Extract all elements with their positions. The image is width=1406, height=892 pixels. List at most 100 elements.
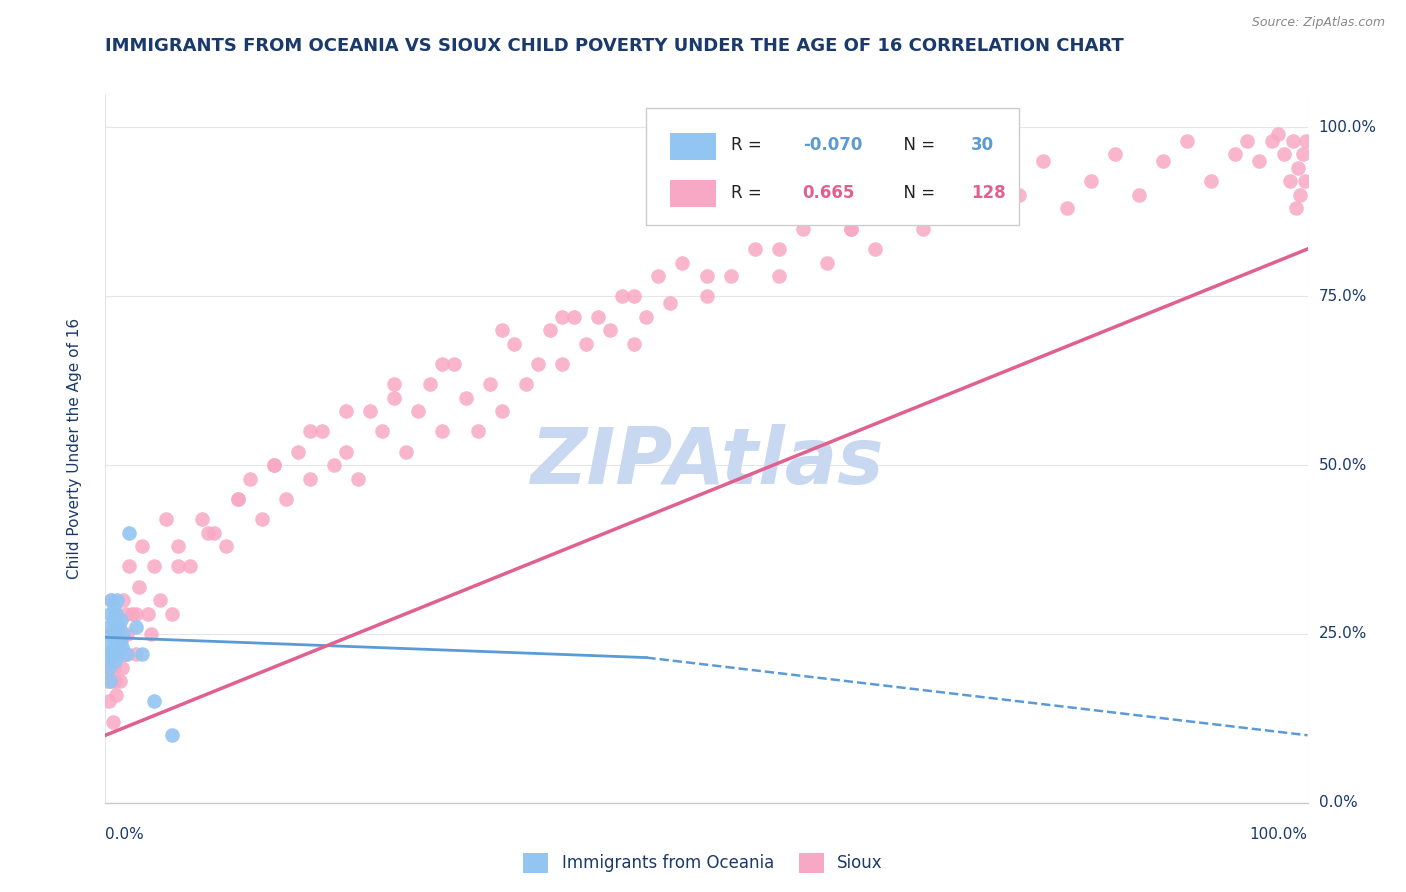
Point (551, 357, 574, 371)
Point (1295, 134, 1317, 148)
Point (160, 728, 183, 742)
Point (160, 607, 183, 621)
Point (107, 647, 129, 661)
Point (960, 202, 983, 216)
Point (1286, 161, 1309, 175)
Point (623, 336, 645, 351)
Point (382, 391, 405, 405)
Point (636, 310, 658, 324)
Point (112, 627, 135, 641)
Point (105, 688, 128, 702)
Point (98, 694, 121, 708)
Text: 25.0%: 25.0% (1319, 626, 1367, 641)
Point (96, 654, 118, 668)
Point (110, 614, 132, 628)
Point (100, 647, 122, 661)
Point (166, 539, 188, 553)
Point (491, 323, 513, 337)
Point (1201, 174, 1223, 188)
Point (887, 202, 910, 216)
Point (839, 221, 862, 235)
Point (491, 404, 513, 418)
Point (1260, 134, 1282, 148)
Point (124, 620, 146, 634)
Point (190, 512, 212, 526)
Point (1272, 147, 1295, 161)
Point (430, 357, 453, 371)
Point (136, 607, 159, 621)
Point (263, 458, 285, 472)
Point (101, 614, 124, 628)
Point (131, 539, 153, 553)
Point (111, 640, 134, 655)
FancyBboxPatch shape (647, 108, 1019, 225)
Point (1278, 174, 1301, 188)
Point (101, 714, 124, 729)
Point (503, 336, 526, 351)
Point (1175, 134, 1198, 148)
Text: -0.070: -0.070 (803, 136, 862, 154)
Point (406, 404, 429, 418)
Point (647, 268, 669, 283)
Point (121, 607, 143, 621)
Point (538, 323, 561, 337)
Point (359, 404, 381, 418)
Point (768, 268, 790, 283)
Point (588, 310, 610, 324)
Point (515, 377, 537, 392)
Point (128, 580, 150, 594)
Point (1282, 134, 1305, 148)
Point (103, 640, 125, 655)
Point (1292, 147, 1315, 161)
Point (911, 221, 934, 235)
Point (115, 607, 138, 621)
Point (1128, 188, 1150, 202)
Point (97, 647, 120, 661)
Point (1236, 134, 1258, 148)
Point (250, 512, 273, 526)
Point (103, 599, 125, 614)
Point (768, 242, 790, 256)
Point (107, 620, 129, 634)
Point (562, 310, 585, 324)
Point (131, 647, 153, 661)
Point (347, 472, 370, 486)
Point (659, 296, 682, 310)
Point (155, 512, 177, 526)
Y-axis label: Child Poverty Under the Age of 16: Child Poverty Under the Age of 16 (67, 318, 82, 579)
Point (287, 444, 309, 458)
Point (108, 633, 131, 648)
Point (599, 323, 621, 337)
Point (139, 627, 162, 641)
Point (104, 674, 127, 689)
Point (179, 559, 201, 574)
Point (105, 633, 128, 648)
Point (371, 425, 394, 439)
Point (335, 444, 357, 458)
Point (1289, 188, 1312, 202)
Point (671, 255, 693, 269)
Point (118, 525, 141, 540)
Point (166, 559, 188, 574)
Point (263, 458, 285, 472)
Point (1032, 154, 1054, 169)
Point (1284, 202, 1306, 216)
Point (115, 627, 138, 641)
Point (467, 425, 489, 439)
Point (110, 633, 132, 648)
Point (114, 647, 136, 661)
Point (97, 647, 120, 661)
Point (112, 647, 135, 661)
Point (1225, 147, 1247, 161)
Bar (671, 133, 716, 160)
Point (118, 559, 141, 574)
Point (103, 661, 125, 675)
Point (214, 539, 236, 553)
Point (839, 221, 862, 235)
Point (104, 620, 127, 634)
Text: 75.0%: 75.0% (1319, 289, 1367, 304)
Point (382, 377, 405, 392)
Point (105, 607, 128, 621)
Point (575, 336, 598, 351)
Point (98, 620, 121, 634)
